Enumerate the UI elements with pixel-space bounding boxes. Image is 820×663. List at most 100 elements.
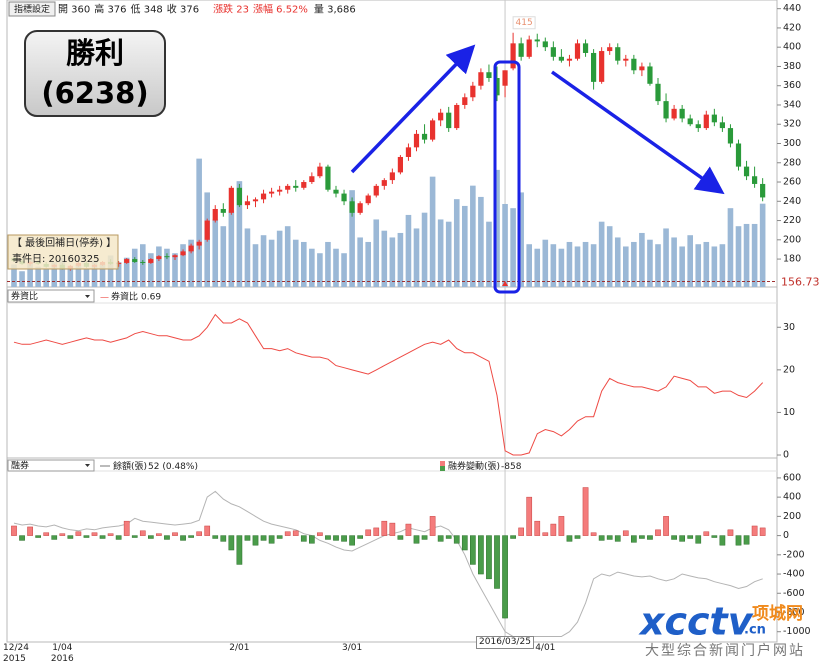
stock-name-box [24,30,166,117]
y-tick-label: 600 [783,472,801,483]
change-bar [679,535,685,542]
candle-body [252,199,259,202]
volume-bar [590,244,597,287]
change-bar [494,535,500,589]
x-tick-label: 1/04 2016 [50,643,74,663]
settings-button[interactable] [8,1,56,17]
y-tick-label: 340 [783,99,801,110]
legend-swatch [440,466,445,471]
change-bar [75,531,82,536]
quote-item: 高 376 [94,3,126,16]
volume-bar [75,264,82,287]
legend-entry: — 券資比 0.69 [100,290,161,302]
volume-bar [550,244,557,287]
candle-body [478,72,484,86]
change-bar [470,535,476,565]
change-bar [381,520,388,536]
volume-bar [453,199,460,287]
y-tick-label: 420 [783,22,801,33]
volume-bar [421,212,428,287]
change-bar [365,529,372,536]
change-bar [131,535,138,538]
volume-bar [639,232,645,287]
y-tick-label: 180 [783,254,801,265]
change-bar [196,531,203,536]
trend-arrow [350,44,476,174]
candle-body [333,189,339,194]
volume-bar [470,185,476,287]
y-tick-label: 220 [783,215,801,226]
y-tick-label: -400 [783,569,805,580]
change-bar [260,535,267,541]
change-bar [99,535,106,539]
volume-bar [679,246,685,287]
volume-bar [743,223,750,287]
y-tick-label: 280 [783,157,801,168]
y-tick-label: 300 [783,138,801,149]
indicator-dropdown[interactable] [7,289,95,303]
candle-body [574,43,581,59]
change-bar [663,516,669,536]
volume-bar [719,244,726,287]
change-bar [478,535,484,575]
volume-bar [107,255,114,287]
y-tick-label: 440 [783,3,801,14]
change-bar [687,535,694,539]
candle-body [711,114,717,123]
max-label-box [512,16,536,30]
indicator-dropdown[interactable] [7,459,95,472]
candle-body [397,156,403,173]
change-bar [445,535,452,539]
y-tick-label: 400 [783,42,801,53]
candle-body [389,172,395,181]
change-bar [228,535,235,551]
change-bar [357,535,363,539]
y-tick-label: 360 [783,80,801,91]
panel-title[interactable]: 券資比 [11,290,38,302]
candle-body [236,187,242,206]
candle-body [405,147,412,157]
change-bar [566,535,573,542]
legend-entry: 融券變動(張)-858 [448,460,522,472]
candle-body [663,101,669,119]
volume-bar [566,241,573,287]
volume-bar [35,266,41,287]
volume-bar [131,248,138,287]
candle-body [760,183,766,198]
change-bar [437,535,444,542]
settings-button-label[interactable]: 指標設定 [14,3,50,15]
volume-bar [671,237,677,287]
volume-bar [301,241,307,287]
candle-body [518,43,524,57]
volume-bar [188,239,194,287]
change-bar [139,530,146,536]
change-bar [325,535,331,540]
volume-bar [156,246,162,287]
change-bar [212,535,219,539]
change-bar [461,535,468,551]
volume-bar [341,253,347,287]
volume-bar [542,239,549,287]
candle-body [132,259,138,262]
candle-body [357,203,363,213]
volume-bar [445,221,452,287]
volume-item: 量 3,686 [314,4,356,16]
candle-body [703,114,709,129]
legend-swatch: — [100,292,109,302]
change-bar [671,535,677,540]
panel-title[interactable]: 融券 [11,460,29,472]
volume-bar [502,203,508,287]
change-bar [606,535,613,540]
candle-body [116,262,122,264]
volume-bar [735,226,742,287]
y-tick-label: 240 [783,196,801,207]
candle-body [124,259,130,263]
candle-body [534,39,540,42]
change-bar [59,533,66,536]
quote-item: 開 360 [58,4,90,16]
volume-bar [27,259,33,287]
candle-body [373,185,379,196]
y-tick-label: 380 [783,61,801,72]
volume-bar [59,257,66,287]
change-bar [51,535,58,540]
